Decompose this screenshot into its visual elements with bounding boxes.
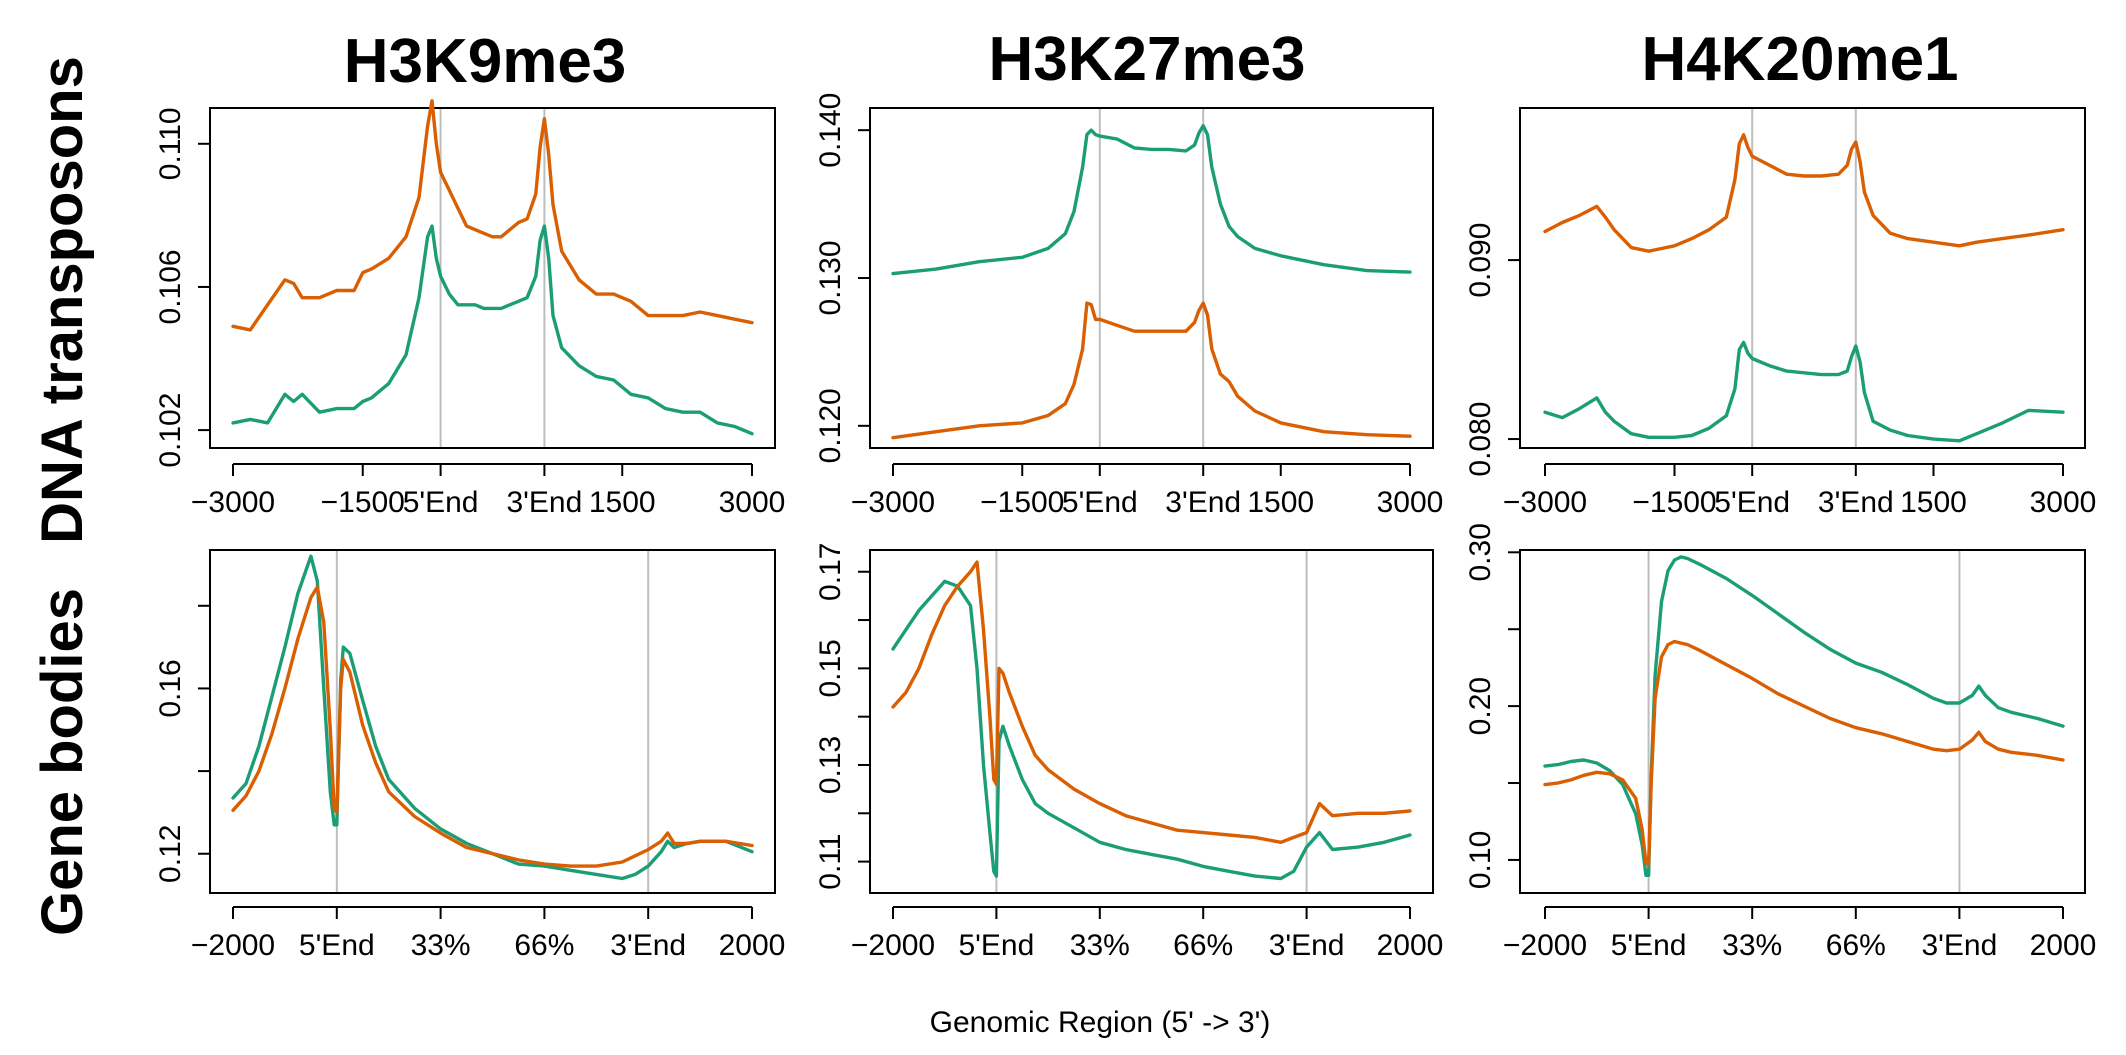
x-tick-label: 3'End xyxy=(507,486,583,519)
x-tick-label: −2000 xyxy=(191,929,275,962)
x-tick-label: 3'End xyxy=(610,929,686,962)
y-tick-label: 0.130 xyxy=(814,240,847,315)
x-tick-label: 2000 xyxy=(1377,929,1444,962)
x-tick-label: 5'End xyxy=(403,486,479,519)
plot-frame xyxy=(869,107,1434,449)
x-tick-label: −1500 xyxy=(1632,486,1716,519)
plot-frame xyxy=(1519,549,2086,894)
series-line-orange xyxy=(231,585,754,868)
x-tick-label: −3000 xyxy=(1503,486,1587,519)
x-tick-label: 3'End xyxy=(1269,929,1345,962)
x-tick-label: 3000 xyxy=(719,486,786,519)
series-line-orange xyxy=(891,301,1412,440)
x-tick-label: 3'End xyxy=(1922,929,1998,962)
series-line-orange xyxy=(1543,639,2065,867)
x-tick-label: 3'End xyxy=(1165,486,1241,519)
x-tick-label: −3000 xyxy=(191,486,275,519)
series-line-green xyxy=(891,579,1412,881)
y-tick-label: 0.110 xyxy=(154,107,187,180)
series-line-green xyxy=(231,554,754,881)
plot-frame xyxy=(209,107,776,449)
x-tick-label: 5'End xyxy=(299,929,375,962)
column-title-h4k20me1: H4K20me1 xyxy=(1641,25,1958,94)
row-label-gene-bodies: Gene bodies xyxy=(30,588,95,936)
x-tick-label: 3000 xyxy=(2030,486,2097,519)
series-line-green xyxy=(1543,555,2065,877)
y-tick-label: 0.15 xyxy=(814,639,847,697)
plot-frame xyxy=(869,549,1434,894)
x-tick-label: 33% xyxy=(1070,929,1130,962)
series-line-green xyxy=(1543,340,2065,443)
x-tick-label: −3000 xyxy=(851,486,935,519)
x-tick-label: 1500 xyxy=(1247,486,1314,519)
x-tick-label: 66% xyxy=(1826,929,1886,962)
x-tick-label: −2000 xyxy=(1503,929,1587,962)
x-tick-label: 5'End xyxy=(1611,929,1687,962)
x-tick-label: 66% xyxy=(514,929,574,962)
y-tick-label: 0.10 xyxy=(1464,831,1497,889)
panel-h3k9me3-gene-bodies: −2000 5'End 33% 66% 3'End 2000 0.12 0.16 xyxy=(154,549,786,962)
y-tick-label: 0.120 xyxy=(814,388,847,463)
y-tick-label: 0.17 xyxy=(814,543,847,601)
y-tick-label: 0.080 xyxy=(1464,402,1497,477)
x-tick-label: −1500 xyxy=(321,486,405,519)
series-line-orange xyxy=(231,99,754,332)
y-tick-label: 0.11 xyxy=(814,834,847,890)
x-tick-label: 33% xyxy=(1722,929,1782,962)
y-tick-label: 0.16 xyxy=(154,659,187,717)
x-tick-label: 1500 xyxy=(589,486,656,519)
column-title-h3k27me3: H3K27me3 xyxy=(988,25,1305,94)
y-tick-label: 0.090 xyxy=(1464,223,1497,298)
y-tick-label: 0.20 xyxy=(1464,677,1497,735)
x-tick-label: 3'End xyxy=(1818,486,1894,519)
x-tick-label: 2000 xyxy=(2030,929,2097,962)
y-tick-label: 0.102 xyxy=(154,393,187,468)
row-label-dna-transposons: DNA transposons xyxy=(30,56,95,544)
series-line-orange xyxy=(1543,133,2065,253)
y-tick-label: 0.140 xyxy=(814,93,847,168)
x-tick-label: −2000 xyxy=(851,929,935,962)
y-tick-label: 0.13 xyxy=(814,736,847,794)
series-line-green xyxy=(231,224,754,436)
x-tick-label: 66% xyxy=(1173,929,1233,962)
panel-h4k20me1-gene-bodies: −2000 5'End 33% 66% 3'End 2000 0.10 0.20 0.30 xyxy=(1464,523,2096,962)
x-tick-label: 2000 xyxy=(719,929,786,962)
x-tick-label: 33% xyxy=(411,929,471,962)
y-tick-label: 0.106 xyxy=(154,249,187,324)
series-line-orange xyxy=(891,560,1412,844)
column-title-h3k9me3: H3K9me3 xyxy=(344,27,627,96)
x-axis-label: Genomic Region (5' -> 3') xyxy=(930,1006,1271,1039)
x-tick-label: 1500 xyxy=(1900,486,1967,519)
x-tick-label: 5'End xyxy=(1062,486,1138,519)
x-tick-label: −1500 xyxy=(980,486,1064,519)
x-tick-label: 5'End xyxy=(1714,486,1790,519)
plot-frame xyxy=(209,549,776,894)
y-tick-label: 0.30 xyxy=(1464,523,1497,581)
x-tick-label: 5'End xyxy=(959,929,1035,962)
y-tick-label: 0.12 xyxy=(154,825,187,883)
plot-frame xyxy=(1519,107,2086,449)
panel-h3k27me3-gene-bodies: −2000 5'End 33% 66% 3'End 2000 0.11 0.13 0.15 0.1… xyxy=(814,543,1443,962)
series-line-green xyxy=(891,123,1412,276)
x-tick-label: 3000 xyxy=(1377,486,1444,519)
